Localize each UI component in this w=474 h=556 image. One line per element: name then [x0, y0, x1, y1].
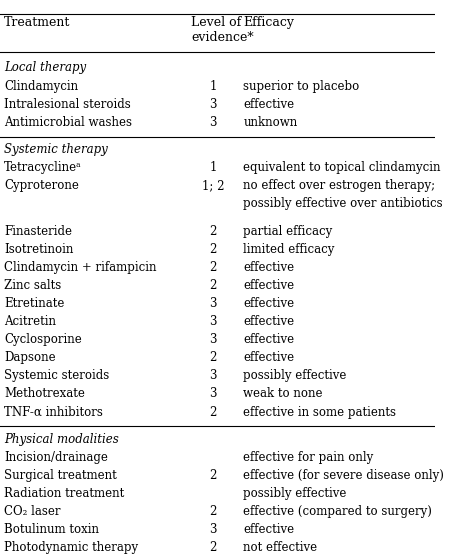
Text: Physical modalities: Physical modalities [4, 433, 119, 446]
Text: Treatment: Treatment [4, 17, 71, 29]
Text: Botulinum toxin: Botulinum toxin [4, 523, 100, 537]
Text: 1: 1 [210, 80, 217, 92]
Text: Intralesional steroids: Intralesional steroids [4, 98, 131, 111]
Text: 2: 2 [210, 261, 217, 274]
Text: effective: effective [244, 333, 294, 346]
Text: Systemic therapy: Systemic therapy [4, 143, 108, 156]
Text: effective in some patients: effective in some patients [244, 405, 396, 419]
Text: Surgical treatment: Surgical treatment [4, 469, 117, 482]
Text: superior to placebo: superior to placebo [244, 80, 360, 92]
Text: Incision/drainage: Incision/drainage [4, 451, 108, 464]
Text: Efficacy: Efficacy [244, 17, 294, 29]
Text: Acitretin: Acitretin [4, 315, 56, 328]
Text: Isotretinoin: Isotretinoin [4, 242, 74, 256]
Text: Finasteride: Finasteride [4, 225, 73, 237]
Text: 3: 3 [210, 315, 217, 328]
Text: equivalent to topical clindamycin: equivalent to topical clindamycin [244, 161, 441, 174]
Text: 1: 1 [210, 161, 217, 174]
Text: Local therapy: Local therapy [4, 61, 86, 75]
Text: Clindamycin: Clindamycin [4, 80, 79, 92]
Text: weak to none: weak to none [244, 388, 323, 400]
Text: effective (for severe disease only): effective (for severe disease only) [244, 469, 444, 482]
Text: 3: 3 [210, 523, 217, 537]
Text: effective: effective [244, 261, 294, 274]
Text: 2: 2 [210, 469, 217, 482]
Text: 3: 3 [210, 333, 217, 346]
Text: Clindamycin + rifampicin: Clindamycin + rifampicin [4, 261, 157, 274]
Text: 3: 3 [210, 116, 217, 128]
Text: unknown: unknown [244, 116, 298, 128]
Text: Cyproterone: Cyproterone [4, 180, 79, 192]
Text: effective (compared to surgery): effective (compared to surgery) [244, 505, 432, 518]
Text: 2: 2 [210, 279, 217, 292]
Text: possibly effective: possibly effective [244, 369, 347, 383]
Text: effective: effective [244, 297, 294, 310]
Text: Antimicrobial washes: Antimicrobial washes [4, 116, 132, 128]
Text: 2: 2 [210, 225, 217, 237]
Text: effective: effective [244, 315, 294, 328]
Text: 3: 3 [210, 369, 217, 383]
Text: partial efficacy: partial efficacy [244, 225, 333, 237]
Text: 2: 2 [210, 351, 217, 364]
Text: Tetracyclineᵃ: Tetracyclineᵃ [4, 161, 82, 174]
Text: Dapsone: Dapsone [4, 351, 56, 364]
Text: 2: 2 [210, 405, 217, 419]
Text: Etretinate: Etretinate [4, 297, 65, 310]
Text: not effective: not effective [244, 542, 318, 554]
Text: effective: effective [244, 351, 294, 364]
Text: no effect over estrogen therapy;: no effect over estrogen therapy; [244, 180, 436, 192]
Text: possibly effective: possibly effective [244, 487, 347, 500]
Text: 3: 3 [210, 98, 217, 111]
Text: possibly effective over antibiotics: possibly effective over antibiotics [244, 197, 443, 210]
Text: 3: 3 [210, 388, 217, 400]
Text: limited efficacy: limited efficacy [244, 242, 335, 256]
Text: effective for pain only: effective for pain only [244, 451, 374, 464]
Text: Level of
evidence*: Level of evidence* [191, 17, 254, 44]
Text: Photodynamic therapy: Photodynamic therapy [4, 542, 138, 554]
Text: TNF-α inhibitors: TNF-α inhibitors [4, 405, 103, 419]
Text: 2: 2 [210, 542, 217, 554]
Text: 3: 3 [210, 297, 217, 310]
Text: Systemic steroids: Systemic steroids [4, 369, 109, 383]
Text: 2: 2 [210, 505, 217, 518]
Text: Methotrexate: Methotrexate [4, 388, 85, 400]
Text: CO₂ laser: CO₂ laser [4, 505, 61, 518]
Text: Zinc salts: Zinc salts [4, 279, 62, 292]
Text: effective: effective [244, 98, 294, 111]
Text: 1; 2: 1; 2 [202, 180, 224, 192]
Text: Radiation treatment: Radiation treatment [4, 487, 125, 500]
Text: effective: effective [244, 523, 294, 537]
Text: 2: 2 [210, 242, 217, 256]
Text: Cyclosporine: Cyclosporine [4, 333, 82, 346]
Text: effective: effective [244, 279, 294, 292]
